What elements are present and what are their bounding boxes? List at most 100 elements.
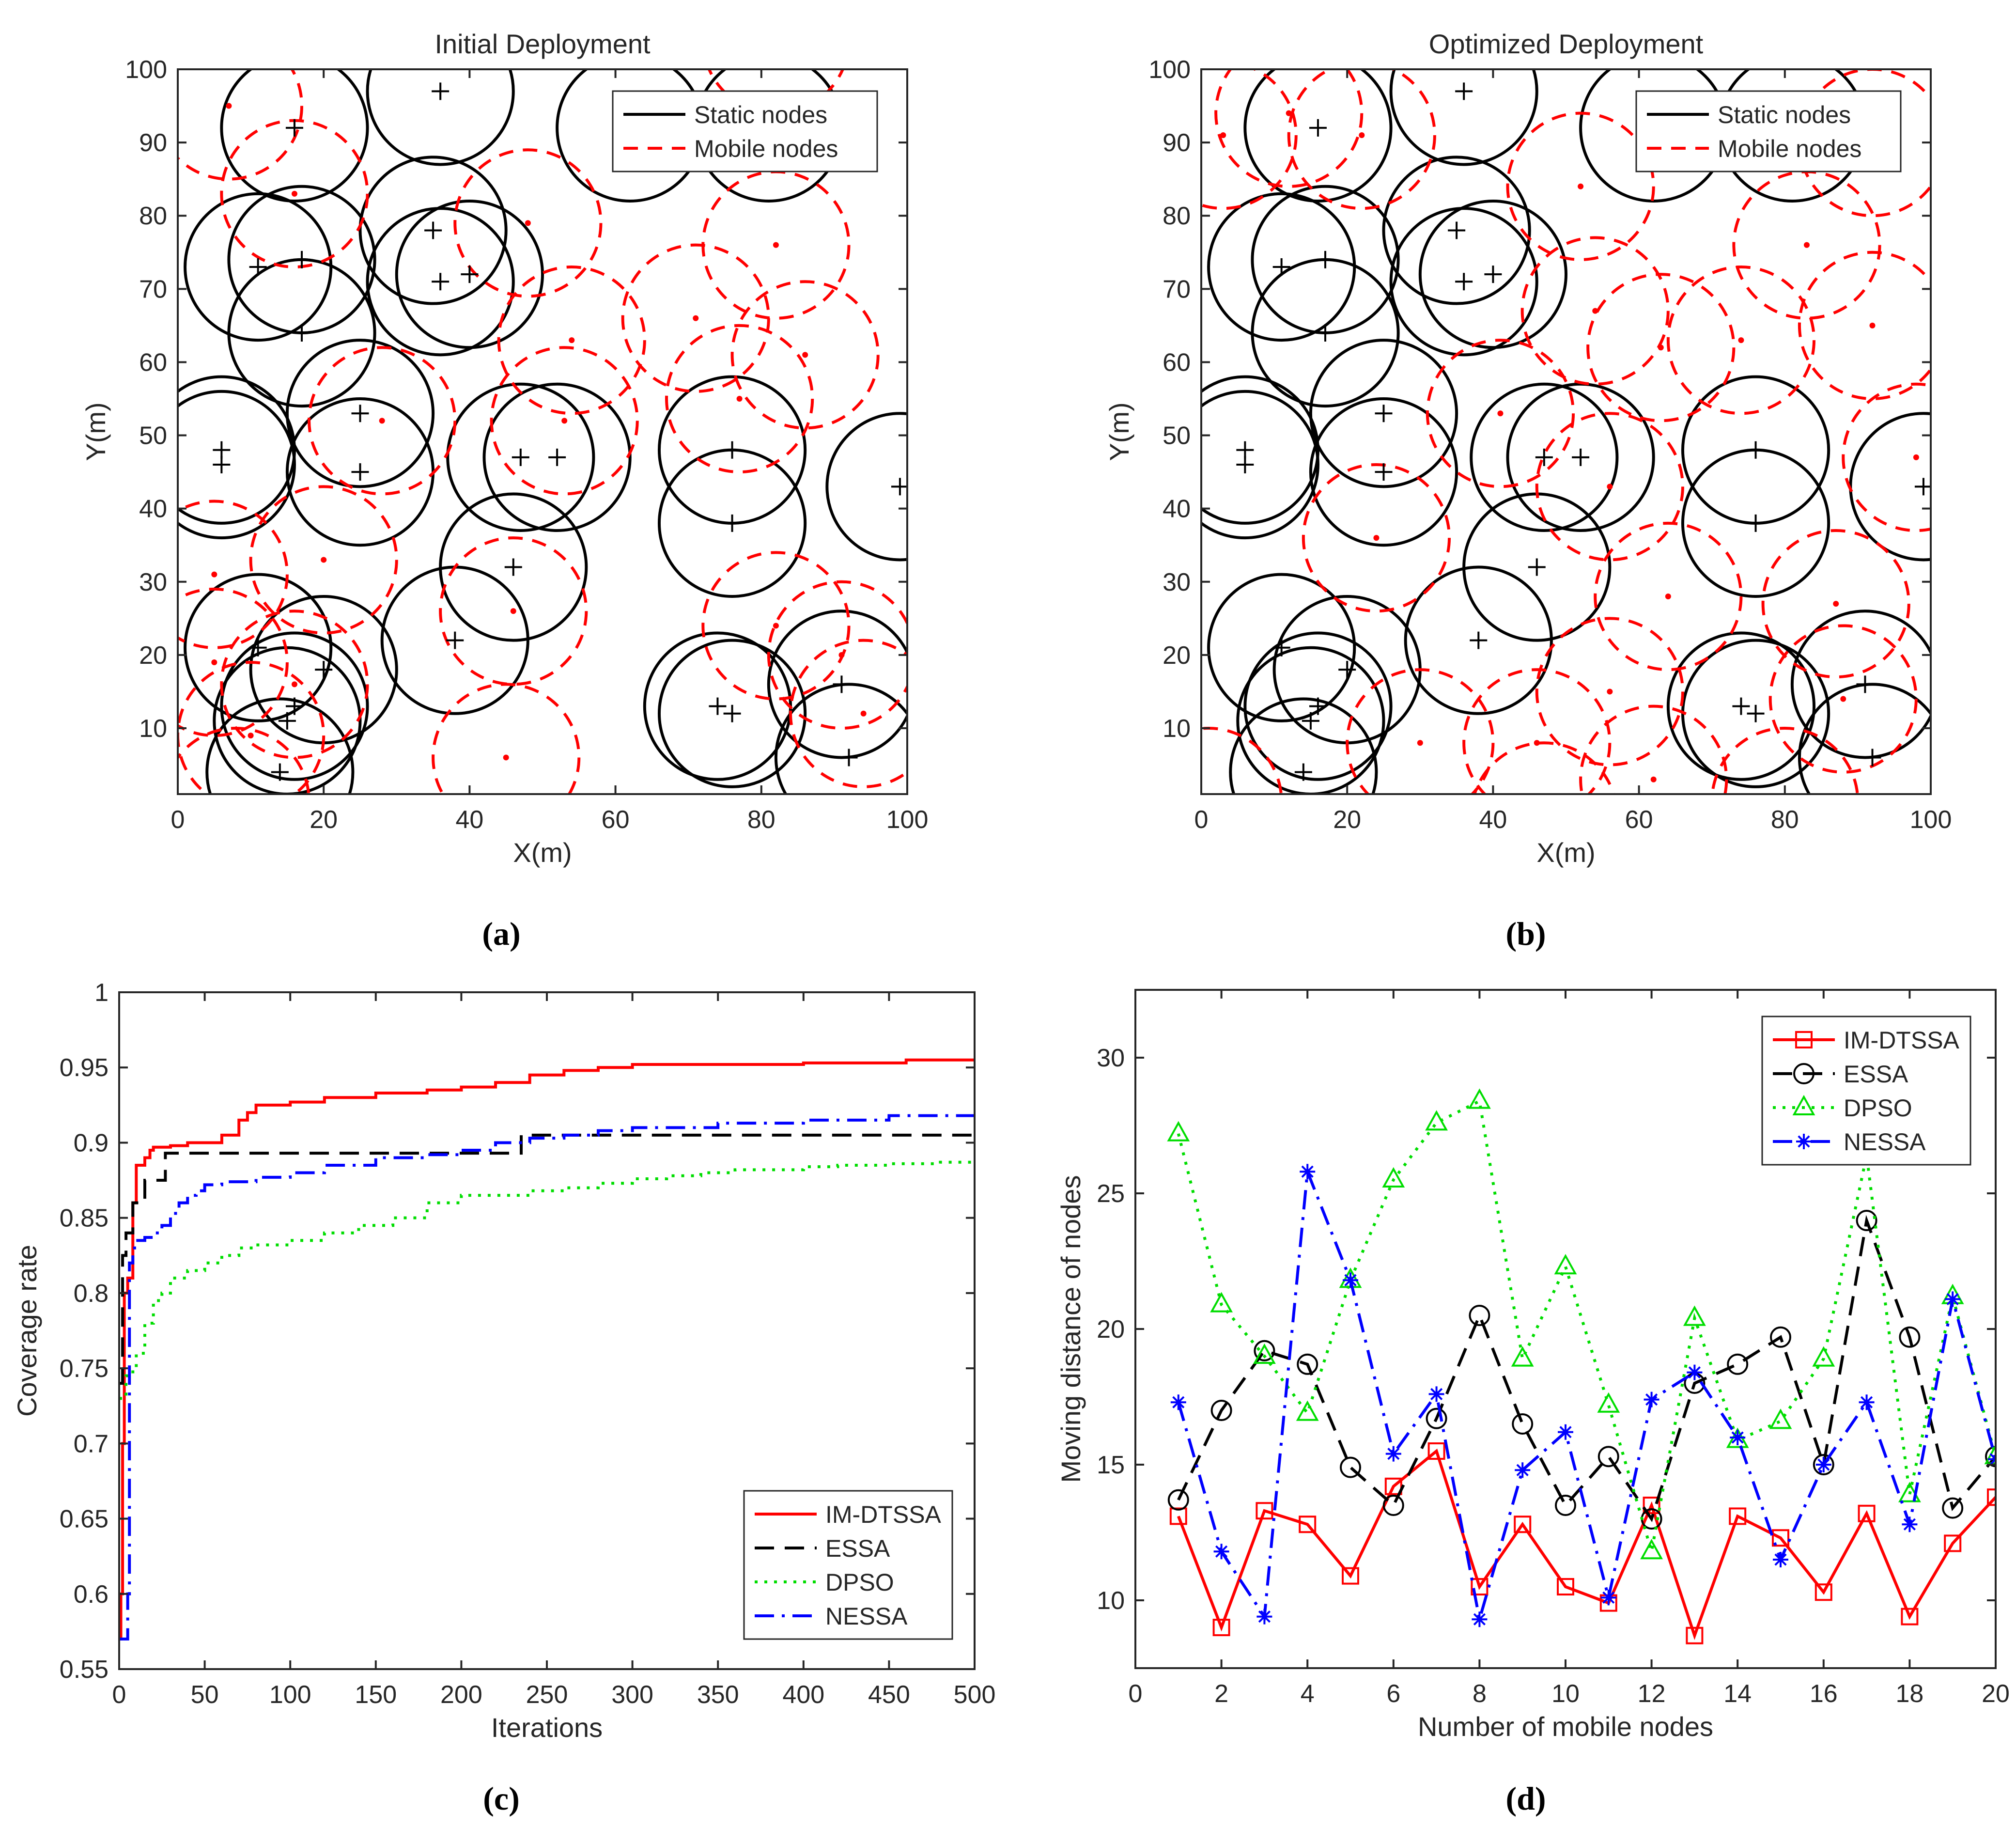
x-tick-label: 450	[868, 1681, 910, 1709]
static-node-marker	[891, 478, 907, 496]
mobile-node-circle	[1798, 250, 1931, 400]
legend: Static nodes Mobile nodes	[612, 90, 878, 172]
data-point-nessa	[1902, 1516, 1918, 1532]
mobile-node-marker	[1497, 410, 1504, 417]
legend-marker	[1793, 1063, 1814, 1084]
y-tick-label: 100	[125, 56, 167, 84]
data-point-im-dtssa	[1987, 1488, 1996, 1506]
panel-caption: (b)	[1505, 915, 1546, 952]
static-node-circle	[446, 382, 595, 532]
axes-box	[177, 68, 908, 795]
data-point-nessa	[1170, 1394, 1186, 1410]
data-point-im-dtssa	[1944, 1534, 1962, 1552]
mobile-node-marker	[525, 220, 531, 226]
static-node-marker	[1856, 675, 1874, 693]
mobile-node-marker	[569, 337, 575, 344]
legend-marker	[1792, 1094, 1815, 1115]
x-tick-label: 12	[1638, 1680, 1666, 1708]
mobile-node-marker	[503, 754, 509, 761]
x-tick-label: 400	[782, 1681, 824, 1709]
chart-b: 0 20 40 60 80 100 10 20 30 40 50 60 70 80 90 100 X(m) Y(m…	[1104, 29, 1952, 952]
data-point-essa	[1942, 1497, 1964, 1519]
mobile-node-marker	[1534, 740, 1540, 746]
mobile-node-circle	[178, 727, 310, 794]
data-point-essa	[1813, 1454, 1834, 1475]
mobile-node-circle	[1462, 668, 1612, 794]
static-node-circle	[1207, 573, 1356, 722]
mobile-node-circle	[1594, 521, 1743, 672]
data-point-essa	[1727, 1353, 1749, 1375]
y-tick-label: 25	[1097, 1180, 1125, 1208]
static-node-circle	[358, 156, 508, 305]
mobile-node-circle	[1535, 412, 1684, 562]
legend-label: Static nodes	[694, 101, 827, 128]
x-tick-label: 250	[526, 1681, 568, 1709]
y-tick-label: 30	[1097, 1044, 1125, 1072]
mobile-node-circle	[1579, 704, 1728, 794]
static-node-marker	[1294, 763, 1312, 781]
x-tick-label: 100	[1910, 806, 1952, 834]
static-node-marker	[1317, 250, 1334, 268]
static-node-circle	[205, 697, 355, 794]
legend-marker	[1795, 1031, 1813, 1048]
panel-caption: (a)	[482, 915, 520, 952]
charts-root: 0 20 40 60 80 100102030405060708090100X(m)Y(m…	[12, 29, 2010, 1817]
data-point-dpso	[1167, 1121, 1190, 1141]
data-point-dpso	[1683, 1305, 1706, 1326]
y-tick-label: 20	[1097, 1315, 1125, 1344]
static-node-circle	[1201, 390, 1319, 540]
y-tick-label: 40	[139, 495, 167, 523]
static-node-circle	[1470, 382, 1619, 532]
y-tick-label: 70	[139, 275, 167, 303]
data-point-im-dtssa	[1686, 1626, 1704, 1644]
data-point-dpso	[1554, 1254, 1577, 1275]
y-tick-label: 0.8	[74, 1280, 109, 1308]
mobile-node-marker	[1607, 484, 1613, 490]
mobile-node-marker	[211, 571, 217, 578]
data-point-dpso	[1425, 1110, 1448, 1131]
legend-label: NESSA	[825, 1603, 908, 1630]
x-tick-label: 80	[747, 806, 775, 834]
x-tick-label: 8	[1473, 1680, 1487, 1708]
mobile-node-marker	[1417, 740, 1423, 746]
static-node-circle	[1418, 199, 1567, 349]
x-tick-label: 60	[602, 806, 630, 834]
static-node-circle	[220, 69, 369, 203]
mobile-node-circle	[490, 346, 639, 496]
static-node-marker	[723, 704, 741, 722]
mobile-node-circle	[621, 243, 770, 393]
plot-content	[1167, 1088, 1996, 1644]
mobile-node-circle	[178, 587, 289, 737]
chart-c: 0 50 100 150 200 250 300 350 400 450 500 0.55 0.6 0.6…	[12, 979, 995, 1817]
mobile-node-marker	[211, 659, 217, 665]
x-tick-label: 0	[171, 806, 185, 834]
y-tick-label: 40	[1163, 495, 1191, 523]
x-tick-label: 300	[611, 1681, 653, 1709]
plot-content	[178, 69, 907, 794]
data-point-essa	[1167, 1489, 1189, 1511]
mobile-node-marker	[1373, 535, 1380, 541]
mobile-node-marker	[510, 608, 516, 614]
data-point-nessa	[1256, 1609, 1272, 1625]
static-node-marker	[351, 463, 369, 481]
static-node-marker	[709, 697, 727, 715]
data-point-nessa	[1428, 1386, 1444, 1402]
static-node-marker	[351, 405, 369, 422]
static-node-marker	[1470, 631, 1488, 649]
mobile-node-circle	[439, 536, 588, 686]
mobile-node-marker	[1913, 454, 1919, 460]
x-tick-label: 16	[1810, 1680, 1838, 1708]
data-point-nessa	[1859, 1394, 1875, 1410]
static-node-marker	[1863, 749, 1881, 766]
static-node-marker	[1747, 704, 1765, 722]
legend-label: DPSO	[825, 1569, 894, 1596]
mobile-node-circle	[432, 683, 581, 794]
data-point-nessa	[1687, 1364, 1703, 1380]
y-axis-label: Y(m)	[1104, 402, 1134, 461]
static-node-circle	[178, 390, 296, 540]
x-axis-label: X(m)	[1536, 837, 1595, 868]
static-node-marker	[461, 266, 479, 283]
mobile-node-circle	[178, 500, 289, 649]
mobile-node-marker	[1359, 132, 1365, 138]
